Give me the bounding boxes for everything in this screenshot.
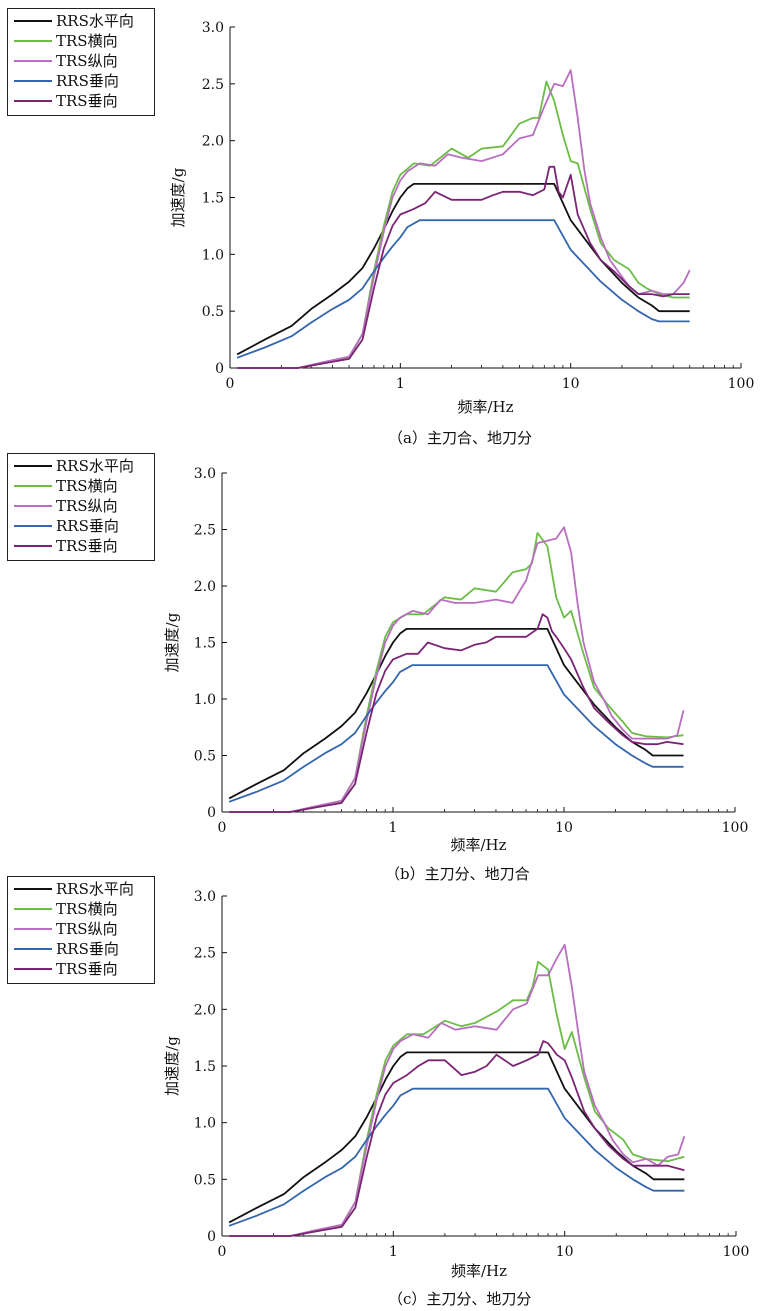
legend: RRS水平向 TRS横向 TRS纵向 RRS垂向 TRS垂向 bbox=[7, 453, 155, 561]
y-tick-label: 3.0 bbox=[194, 889, 216, 905]
y-tick-label: 1.0 bbox=[194, 692, 216, 708]
chart-c: 0 0.5 1.0 1.5 2.0 2.5 3.0 0 1 10 100 频率/Hz 加速度/g bbox=[163, 889, 750, 1280]
x-tick-label: 0 bbox=[218, 1244, 227, 1260]
y-tick-label: 1.5 bbox=[202, 191, 224, 207]
legend-label: TRS纵向 bbox=[56, 497, 118, 515]
legend-label: RRS垂向 bbox=[56, 72, 119, 90]
series-line bbox=[229, 1040, 685, 1237]
y-tick-label: 2.5 bbox=[194, 523, 216, 539]
x-tick-label: 100 bbox=[723, 1244, 750, 1260]
chart-panel-b: 0 0.5 1.0 1.5 2.0 2.5 3.0 0 1 10 100 频率/Hz 加速度/g RRS… bbox=[0, 445, 763, 885]
series-line bbox=[237, 165, 690, 369]
series-line bbox=[228, 1051, 685, 1224]
legend-swatch bbox=[14, 485, 52, 487]
y-tick-label: 0 bbox=[215, 361, 224, 377]
legend-label: RRS水平向 bbox=[56, 12, 134, 30]
legend: RRS水平向 TRS横向 TRS纵向 RRS垂向 TRS垂向 bbox=[7, 8, 155, 116]
x-tick-label: 10 bbox=[562, 376, 580, 392]
legend-swatch bbox=[14, 928, 52, 930]
x-tick-label: 1 bbox=[396, 376, 405, 392]
x-tick-label: 1 bbox=[389, 1244, 398, 1260]
x-axis-title: 频率/Hz bbox=[451, 1262, 507, 1280]
chart-panel-c: 0 0.5 1.0 1.5 2.0 2.5 3.0 0 1 10 100 频率/Hz 加速度/g RRS… bbox=[0, 868, 763, 1311]
y-tick-label: 2.0 bbox=[202, 134, 224, 150]
y-tick-label: 2.0 bbox=[194, 579, 216, 595]
series-line bbox=[236, 183, 690, 356]
series-line bbox=[229, 613, 684, 813]
y-tick-label: 0.5 bbox=[202, 304, 224, 320]
series-line bbox=[236, 219, 690, 359]
y-tick-label: 2.5 bbox=[202, 77, 224, 93]
legend-label: TRS横向 bbox=[56, 477, 118, 495]
legend-swatch bbox=[14, 465, 52, 467]
legend-label: TRS垂向 bbox=[56, 537, 118, 555]
legend-label: TRS横向 bbox=[56, 900, 118, 918]
y-tick-label: 0 bbox=[207, 1229, 216, 1245]
series-line bbox=[228, 628, 684, 800]
legend-label: RRS垂向 bbox=[56, 517, 119, 535]
y-axis-title: 加速度/g bbox=[163, 1036, 181, 1096]
y-tick-label: 0.5 bbox=[194, 1172, 216, 1188]
figure-caption: （c）主刀分、地刀分 bbox=[388, 1290, 532, 1308]
legend-label: RRS水平向 bbox=[56, 457, 134, 475]
y-tick-label: 3.0 bbox=[194, 466, 216, 482]
series-line bbox=[229, 526, 685, 813]
x-tick-label: 0 bbox=[226, 376, 235, 392]
legend-swatch bbox=[14, 80, 52, 82]
series-line bbox=[229, 943, 686, 1237]
chart-panel-a: 0 0.5 1.0 1.5 2.0 2.5 3.0 0 1 10 100 频率/Hz 加速度/g RRS… bbox=[0, 0, 763, 447]
legend-label: RRS水平向 bbox=[56, 880, 134, 898]
x-tick-label: 100 bbox=[722, 820, 749, 836]
legend-label: RRS垂向 bbox=[56, 940, 119, 958]
legend-swatch bbox=[14, 20, 52, 22]
y-tick-label: 1.5 bbox=[194, 1059, 216, 1075]
legend-swatch bbox=[14, 888, 52, 890]
legend-label: TRS纵向 bbox=[56, 52, 118, 70]
x-axis-title: 频率/Hz bbox=[457, 398, 513, 416]
x-tick-label: 10 bbox=[556, 1244, 574, 1260]
series-line bbox=[228, 1087, 685, 1227]
figure-caption: （a）主刀合、地刀分 bbox=[388, 429, 532, 447]
legend-swatch bbox=[14, 505, 52, 507]
legend-swatch bbox=[14, 60, 52, 62]
legend: RRS水平向 TRS横向 TRS纵向 RRS垂向 TRS垂向 bbox=[7, 876, 155, 984]
y-tick-label: 0.5 bbox=[194, 749, 216, 765]
x-tick-label: 1 bbox=[389, 820, 398, 836]
x-tick-label: 100 bbox=[728, 376, 755, 392]
y-tick-label: 3.0 bbox=[202, 20, 224, 36]
legend-swatch bbox=[14, 908, 52, 910]
legend-swatch bbox=[14, 40, 52, 42]
y-tick-label: 1.0 bbox=[194, 1116, 216, 1132]
y-tick-label: 2.0 bbox=[194, 1002, 216, 1018]
series-line bbox=[237, 69, 691, 369]
y-axis-title: 加速度/g bbox=[169, 167, 187, 227]
y-axis-title: 加速度/g bbox=[163, 612, 181, 672]
x-tick-label: 0 bbox=[218, 820, 227, 836]
x-tick-label: 10 bbox=[555, 820, 573, 836]
legend-swatch bbox=[14, 948, 52, 950]
legend-label: TRS垂向 bbox=[56, 960, 118, 978]
chart-a: 0 0.5 1.0 1.5 2.0 2.5 3.0 0 1 10 100 频率/Hz 加速度/g bbox=[169, 20, 755, 416]
legend-label: TRS纵向 bbox=[56, 920, 118, 938]
legend-swatch bbox=[14, 100, 52, 102]
legend-label: TRS横向 bbox=[56, 32, 118, 50]
legend-label: TRS垂向 bbox=[56, 92, 118, 110]
series-line bbox=[228, 664, 684, 803]
y-tick-label: 1.5 bbox=[194, 636, 216, 652]
y-tick-label: 1.0 bbox=[202, 247, 224, 263]
y-tick-label: 0 bbox=[207, 805, 216, 821]
series-line bbox=[237, 80, 690, 369]
x-axis-title: 频率/Hz bbox=[450, 836, 506, 854]
figure-caption: （b）主刀分、地刀合 bbox=[385, 865, 530, 883]
legend-swatch bbox=[14, 525, 52, 527]
chart-b: 0 0.5 1.0 1.5 2.0 2.5 3.0 0 1 10 100 频率/Hz 加速度/g bbox=[163, 466, 749, 854]
y-tick-label: 2.5 bbox=[194, 946, 216, 962]
legend-swatch bbox=[14, 545, 52, 547]
legend-swatch bbox=[14, 968, 52, 970]
